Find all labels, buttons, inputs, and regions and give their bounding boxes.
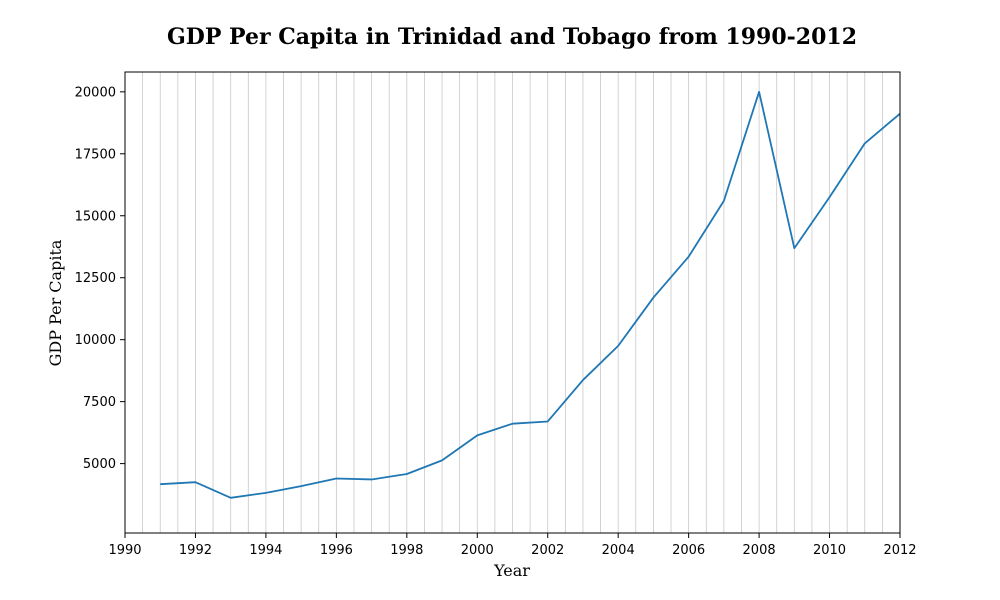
x-axis-label: Year [493,561,530,580]
x-tick-label: 1992 [179,543,212,558]
y-tick-label: 10000 [75,333,116,348]
chart-title: GDP Per Capita in Trinidad and Tobago fr… [167,24,857,50]
plot-frame [124,71,901,534]
x-tick-label: 2012 [883,543,916,558]
x-tick-label: 1996 [320,543,353,558]
x-tick-label: 1998 [390,543,423,558]
y-axis-label: GDP Per Capita [46,239,65,366]
y-tick-label: 7500 [83,395,116,410]
x-axis: 1990 1992 1994 1996 1998 2000 2002 2004 2006 2008… [108,533,917,558]
y-tick-label: 17500 [75,147,116,162]
x-tick-label: 2004 [602,543,635,558]
series-group [160,90,901,499]
x-tick-label: 1990 [108,543,141,558]
y-tick-label: 20000 [75,85,116,100]
y-tick-label: 12500 [75,271,116,286]
grid-lines [142,72,883,533]
y-tick-label: 15000 [75,209,116,224]
x-tick-label: 2002 [531,543,564,558]
x-tick-label: 2000 [461,543,494,558]
x-tick-label: 2008 [743,543,776,558]
x-tick-label: 1994 [249,543,282,558]
y-tick-label: 5000 [83,457,116,472]
y-axis: 5000 7500 10000 12500 15000 17500 20000 [75,85,125,472]
x-tick-label: 2010 [813,543,846,558]
x-tick-label: 2006 [672,543,705,558]
series-line [160,90,901,499]
